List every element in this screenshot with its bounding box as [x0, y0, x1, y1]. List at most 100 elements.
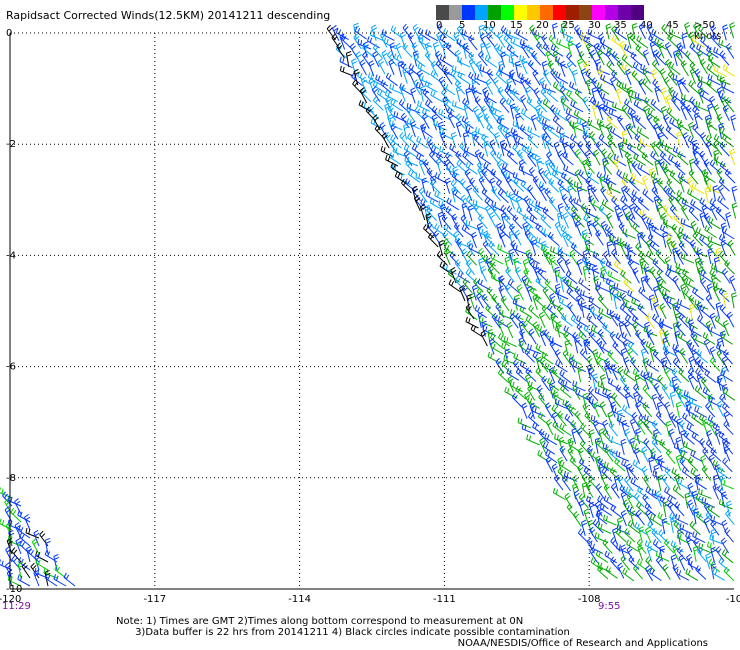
wind-barb	[521, 148, 534, 159]
wind-barb-feather	[604, 224, 609, 230]
wind-barb-feather	[624, 406, 628, 412]
wind-barb	[722, 322, 730, 337]
wind-barb-feather	[643, 49, 648, 53]
wind-barb-feather	[707, 414, 711, 420]
wind-barb-feather	[546, 190, 551, 195]
wind-barb	[496, 121, 510, 130]
wind-barb-feather	[420, 203, 425, 208]
wind-barb	[340, 38, 352, 49]
wind-barb-feather	[441, 36, 446, 41]
wind-barb-feather	[679, 394, 684, 399]
wind-barb	[618, 323, 624, 338]
wind-barb-feather	[487, 81, 492, 86]
wind-barb-feather	[499, 88, 504, 94]
wind-barb	[664, 45, 673, 59]
wind-barb-feather	[554, 394, 559, 398]
wind-barb-feather	[645, 269, 651, 273]
wind-barb-feather	[690, 171, 695, 176]
wind-barb-feather	[595, 284, 600, 289]
wind-barb	[712, 187, 716, 202]
wind-barb-feather	[659, 138, 662, 144]
wind-barb	[574, 185, 588, 192]
wind-barb-feather	[681, 79, 687, 84]
wind-barb	[389, 156, 402, 166]
wind-barb-feather	[556, 38, 559, 44]
wind-barb-feather	[468, 58, 474, 62]
wind-barb	[521, 112, 534, 122]
wind-barb	[565, 274, 578, 285]
wind-barb-feather	[547, 142, 552, 146]
wind-barb-feather	[507, 173, 511, 179]
wind-barb-feather	[441, 129, 445, 135]
wind-barb-feather	[526, 434, 529, 440]
wind-barb-feather	[568, 36, 572, 42]
wind-barb-feather	[559, 423, 563, 429]
wind-barb-feather	[515, 195, 521, 200]
wind-barb-feather	[716, 431, 721, 435]
wind-barb-feather	[632, 23, 638, 26]
wind-barb	[400, 116, 410, 129]
wind-barb-feather	[389, 107, 394, 112]
wind-barb-feather	[370, 73, 374, 79]
wind-barb	[649, 244, 662, 255]
wind-barb	[694, 360, 704, 373]
wind-barb-feather	[429, 179, 434, 184]
wind-barb	[719, 238, 732, 248]
wind-barb	[443, 72, 453, 85]
wind-barb	[704, 189, 709, 204]
wind-barb	[632, 270, 640, 284]
wind-barb-feather	[667, 33, 671, 39]
wind-barb-feather	[633, 191, 637, 197]
wind-barb-feather	[654, 434, 658, 440]
wind-barb	[667, 37, 679, 49]
wind-barb	[717, 79, 731, 86]
wind-barb	[606, 242, 611, 257]
wind-barb-feather	[635, 377, 641, 381]
wind-barb	[608, 439, 623, 446]
wind-barb-feather	[512, 171, 515, 178]
wind-barb	[539, 188, 547, 202]
wind-barb-feather	[723, 27, 729, 31]
wind-barb-feather	[380, 145, 383, 151]
wind-barb-feather	[541, 243, 547, 247]
wind-barb-feather	[500, 139, 506, 143]
wind-barb-feather	[606, 392, 612, 397]
wind-barb-feather	[660, 126, 665, 132]
wind-barb-feather	[636, 35, 640, 41]
wind-barb-feather	[602, 39, 606, 45]
wind-barb-feather	[629, 109, 633, 115]
wind-barb-feather	[524, 348, 529, 353]
wind-barb-feather	[403, 180, 407, 186]
wind-barb-feather	[645, 421, 650, 427]
wind-barb-feather	[515, 245, 518, 251]
wind-barb-feather	[534, 323, 539, 328]
wind-barb-feather	[571, 82, 575, 89]
wind-barb-feather	[567, 40, 573, 44]
wind-barb-feather	[668, 428, 674, 433]
wind-barb-feather	[671, 375, 677, 379]
wind-barb-feather	[669, 298, 672, 304]
wind-barb	[372, 54, 380, 68]
wind-barb-feather	[699, 260, 704, 266]
wind-barb-feather	[593, 42, 599, 47]
wind-barb-feather	[582, 121, 587, 125]
wind-barb	[510, 41, 524, 49]
wind-barb-feather	[443, 238, 449, 242]
wind-barb	[541, 63, 547, 77]
wind-barb-feather	[538, 237, 541, 243]
wind-barb-feather	[559, 180, 564, 186]
wind-barb	[706, 83, 718, 94]
wind-barb-feather	[698, 102, 701, 108]
wind-barb-feather	[546, 139, 551, 143]
wind-barb-feather	[584, 339, 589, 344]
wind-barb-feather	[611, 313, 616, 318]
wind-barb-feather	[666, 264, 669, 270]
wind-barb-feather	[618, 451, 621, 457]
wind-barb-feather	[533, 52, 538, 58]
wind-barb-feather	[545, 159, 550, 163]
wind-barb	[609, 79, 618, 93]
wind-barb-feather	[484, 91, 487, 97]
wind-barb-feather	[603, 469, 608, 475]
wind-barb	[562, 155, 574, 166]
wind-barb-feather	[559, 60, 565, 65]
